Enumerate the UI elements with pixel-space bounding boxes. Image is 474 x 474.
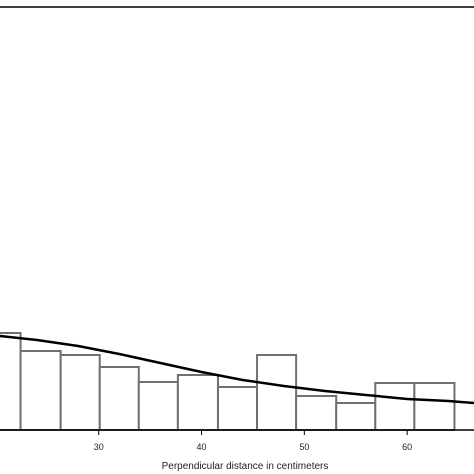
x-axis-label: Perpendicular distance in centimeters (162, 461, 329, 472)
histogram-bar-3 (59, 354, 101, 431)
histogram-bar-6 (176, 374, 219, 431)
histogram-bar-4 (98, 366, 140, 431)
x-tick-label-30: 30 (94, 442, 104, 452)
histogram-bar-7 (216, 386, 259, 431)
fitted-density-curve (0, 334, 474, 405)
x-tick-label-60: 60 (402, 442, 412, 452)
histogram-bar-2 (19, 350, 62, 431)
x-tick-label-50: 50 (299, 442, 309, 452)
histogram-bar-10 (335, 402, 377, 431)
x-axis-ticks: 30 40 50 60 (94, 430, 412, 452)
histogram-bar-11 (374, 382, 416, 431)
histogram-bar-8 (256, 354, 298, 431)
histogram-bars (0, 332, 456, 431)
histogram-bar-1 (0, 332, 22, 431)
histogram-bar-9 (295, 395, 338, 431)
histogram-bar-5 (137, 381, 179, 431)
histogram-bar-12 (413, 382, 456, 431)
x-tick-label-40: 40 (197, 442, 207, 452)
